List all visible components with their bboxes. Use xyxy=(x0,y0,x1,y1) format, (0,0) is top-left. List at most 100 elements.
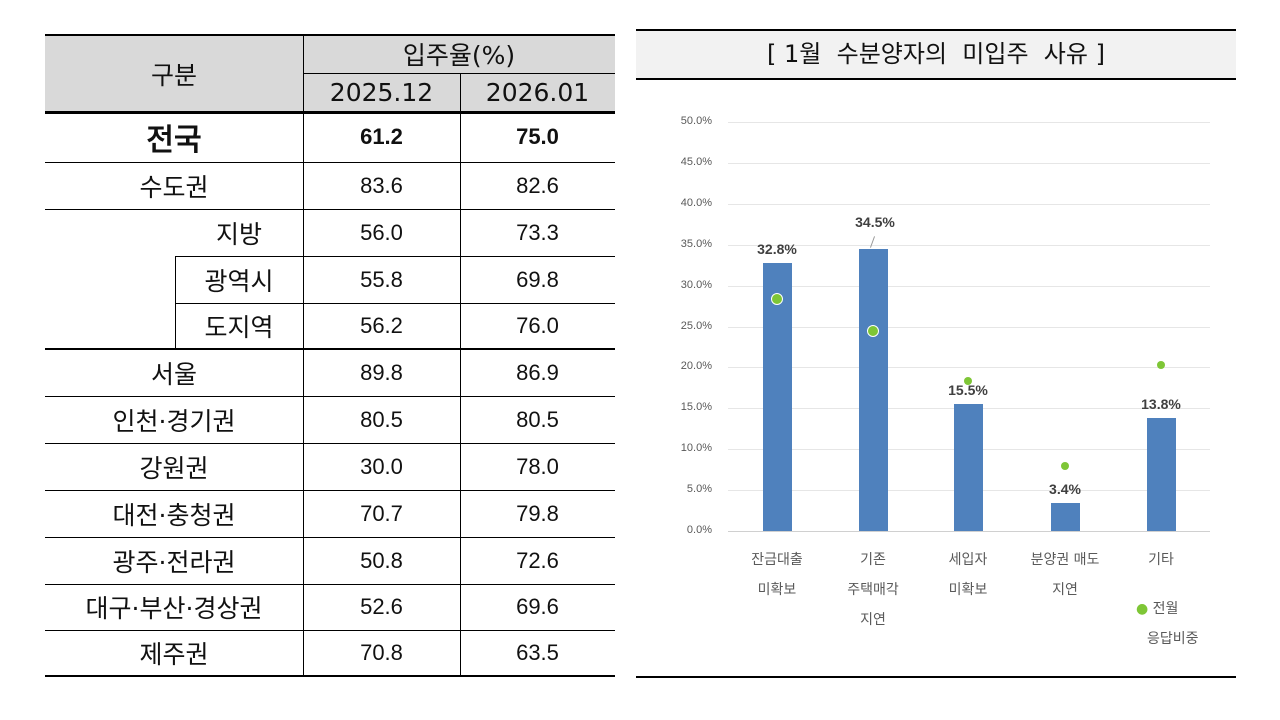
gridline xyxy=(728,122,1210,123)
row-label: 대전·충청권 xyxy=(112,500,236,530)
prev-month-point xyxy=(1157,360,1165,369)
row-label: 전국 xyxy=(146,123,202,158)
row-value-2025-12: 61.2 xyxy=(360,124,403,149)
x-label-line: 지연 xyxy=(860,612,886,628)
legend-label-2: 응답비중 xyxy=(1147,631,1199,647)
y-tick-label: 20.0% xyxy=(680,360,712,373)
bar xyxy=(954,404,983,531)
x-label-line: 지연 xyxy=(1052,582,1078,598)
y-tick-label: 50.0% xyxy=(680,115,712,127)
bar-data-label: 34.5% xyxy=(855,213,895,230)
table-rule xyxy=(45,675,615,677)
table-col-rule xyxy=(303,35,304,676)
legend-prev-month: ● 전월 xyxy=(1136,598,1178,618)
row-value-2025-12: 83.6 xyxy=(360,172,403,198)
y-tick-label: 45.0% xyxy=(680,155,712,168)
row-value-2025-12: 89.8 xyxy=(360,359,403,385)
row-value-2025-12: 52.6 xyxy=(360,594,403,619)
row-label: 인천·경기권 xyxy=(112,406,236,436)
row-value-2026-01: 69.6 xyxy=(516,594,559,619)
table-rule xyxy=(45,630,615,631)
bar-data-label: 13.8% xyxy=(1141,396,1181,413)
x-label-line: 미확보 xyxy=(948,582,988,598)
header-category: 구분 xyxy=(150,60,197,90)
x-label-line: 기존 xyxy=(860,552,886,568)
gridline xyxy=(728,326,1210,328)
table-rule xyxy=(45,443,615,444)
gridline xyxy=(728,162,1210,164)
prev-month-point xyxy=(964,377,972,386)
row-value-2026-01: 79.8 xyxy=(516,500,559,526)
x-label-line: 주택매각 xyxy=(847,582,899,598)
bar-data-label: 3.4% xyxy=(1049,481,1081,498)
x-label-line: 세입자 xyxy=(948,552,988,568)
table-rule xyxy=(45,111,615,114)
x-label-line: 기타 xyxy=(1148,552,1174,568)
row-value-2026-01: 86.9 xyxy=(516,359,559,385)
table-rule xyxy=(175,256,615,257)
row-value-2025-12: 70.8 xyxy=(360,640,403,665)
row-label: 지방 xyxy=(215,219,262,249)
row-label: 강원권 xyxy=(139,453,209,483)
y-tick-label: 35.0% xyxy=(680,237,712,250)
row-value-2026-01: 73.3 xyxy=(516,219,559,245)
prev-month-point xyxy=(771,292,783,305)
row-value-2026-01: 80.5 xyxy=(516,406,559,432)
bar-data-label: 32.8% xyxy=(757,240,797,257)
row-value-2026-01: 76.0 xyxy=(516,313,559,338)
table-rule xyxy=(45,537,615,538)
x-label-line: 분양권 매도 xyxy=(1030,552,1100,568)
table-rule xyxy=(45,209,615,210)
gridline xyxy=(728,244,1210,246)
leader-line xyxy=(869,236,876,248)
row-value-2026-01: 63.5 xyxy=(516,640,559,665)
row-value-2025-12: 55.8 xyxy=(360,266,403,292)
prev-month-point xyxy=(1061,461,1069,470)
header-col-1: 2025.12 xyxy=(329,78,434,107)
row-value-2026-01: 82.6 xyxy=(516,172,559,198)
row-label: 도지역 xyxy=(204,313,274,342)
row-label: 광역시 xyxy=(204,266,274,296)
table-rule xyxy=(175,303,615,304)
row-label: 서울 xyxy=(150,359,197,389)
table-rule xyxy=(45,348,615,350)
row-value-2026-01: 78.0 xyxy=(516,453,559,479)
y-tick-label: 10.0% xyxy=(680,442,712,455)
y-tick-label: 0.0% xyxy=(686,524,712,536)
gridline xyxy=(728,367,1210,369)
table-rule xyxy=(45,490,615,491)
x-label-line: 미확보 xyxy=(757,582,797,598)
gridline xyxy=(728,531,1210,532)
table-rule xyxy=(303,73,615,74)
y-tick-label: 30.0% xyxy=(680,278,712,291)
table-rule xyxy=(45,396,615,397)
table-col-rule xyxy=(460,73,461,676)
table-rule xyxy=(45,584,615,585)
y-tick-label: 5.0% xyxy=(686,483,712,496)
header-col-2: 2026.01 xyxy=(485,78,590,107)
row-label: 대구·부산·경상권 xyxy=(85,594,263,623)
chart-title-bar xyxy=(636,29,1236,80)
row-value-2025-12: 50.8 xyxy=(360,547,403,573)
row-value-2025-12: 70.7 xyxy=(360,500,403,526)
table-rule xyxy=(45,34,615,36)
bar-data-label: 15.5% xyxy=(948,382,988,399)
gridline xyxy=(728,285,1210,287)
bar xyxy=(859,248,888,531)
x-category-label: 기타 xyxy=(1148,545,1174,575)
row-value-2026-01: 72.6 xyxy=(516,547,559,573)
y-tick-label: 25.0% xyxy=(680,319,712,332)
y-tick-label: 40.0% xyxy=(680,196,712,209)
row-label: 제주권 xyxy=(139,640,209,669)
legend-dot-icon: ● xyxy=(1136,601,1149,617)
row-value-2025-12: 56.0 xyxy=(360,219,403,245)
row-value-2025-12: 80.5 xyxy=(360,406,403,432)
bar xyxy=(1147,418,1176,531)
table-rule xyxy=(45,162,615,163)
x-category-label: 잔금대출 미확보 xyxy=(751,545,803,605)
row-value-2025-12: 56.2 xyxy=(360,313,403,338)
header-group: 입주율(%) xyxy=(402,41,516,70)
row-label: 광주·전라권 xyxy=(112,547,236,577)
